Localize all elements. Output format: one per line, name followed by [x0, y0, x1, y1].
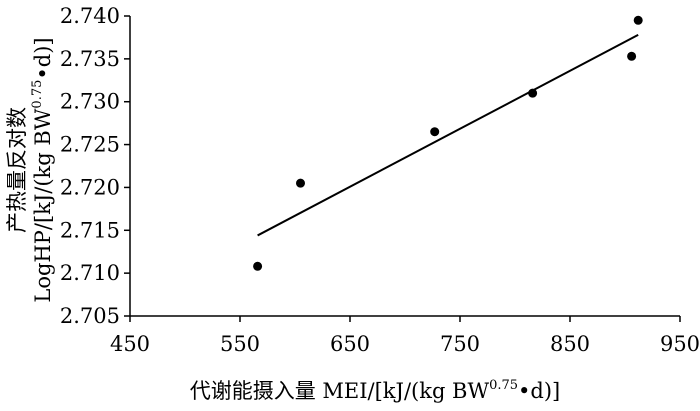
y-tick-label: 2.720 [60, 175, 120, 199]
y-axis-title-line2-end: •d)] [31, 37, 55, 79]
y-tick-label: 2.715 [60, 218, 120, 242]
x-tick-label: 550 [220, 332, 260, 356]
data-point [430, 127, 440, 137]
y-axis-title-line1: 产热量反对数 [5, 107, 29, 233]
x-tick-label: 650 [330, 332, 370, 356]
y-axis-title-line2-sup: 0.75 [30, 80, 45, 109]
y-tick-label: 2.740 [60, 4, 120, 28]
x-axis-title: 代谢能摄入量 MEI/[kJ/(kg BW0.75•d)] [190, 378, 561, 403]
x-axis-title-end: •d)] [518, 379, 560, 403]
y-axis-title-line2: LogHP/[kJ/(kg BW0.75•d)] [30, 37, 55, 302]
axes [129, 16, 680, 317]
y-axis-title-line2-main: LogHP/[kJ/(kg BW [31, 108, 55, 302]
x-tick-label: 950 [660, 332, 700, 356]
x-axis-title-sup: 0.75 [489, 378, 518, 393]
y-tick-label: 2.710 [60, 261, 120, 285]
data-point [253, 261, 263, 271]
y-tick-label: 2.730 [60, 90, 120, 114]
data-points [253, 15, 643, 271]
data-point [296, 178, 305, 188]
trendline-group [257, 33, 639, 237]
x-axis-title-main: 代谢能摄入量 MEI/[kJ/(kg BW [190, 379, 490, 403]
y-tick-label: 2.705 [60, 304, 120, 328]
x-tick-label: 750 [440, 332, 480, 356]
data-point [633, 15, 643, 25]
y-tick-label: 2.725 [60, 133, 120, 157]
y-tick-label: 2.735 [60, 47, 120, 71]
trendline [257, 33, 639, 237]
data-point [528, 88, 538, 98]
x-tick-label: 850 [550, 332, 590, 356]
x-tick-label: 450 [110, 332, 150, 356]
data-point [627, 51, 637, 61]
ticks: 450 550 650 750 850 950 2.705 2.710 2.715 2.720 2.… [60, 4, 700, 356]
